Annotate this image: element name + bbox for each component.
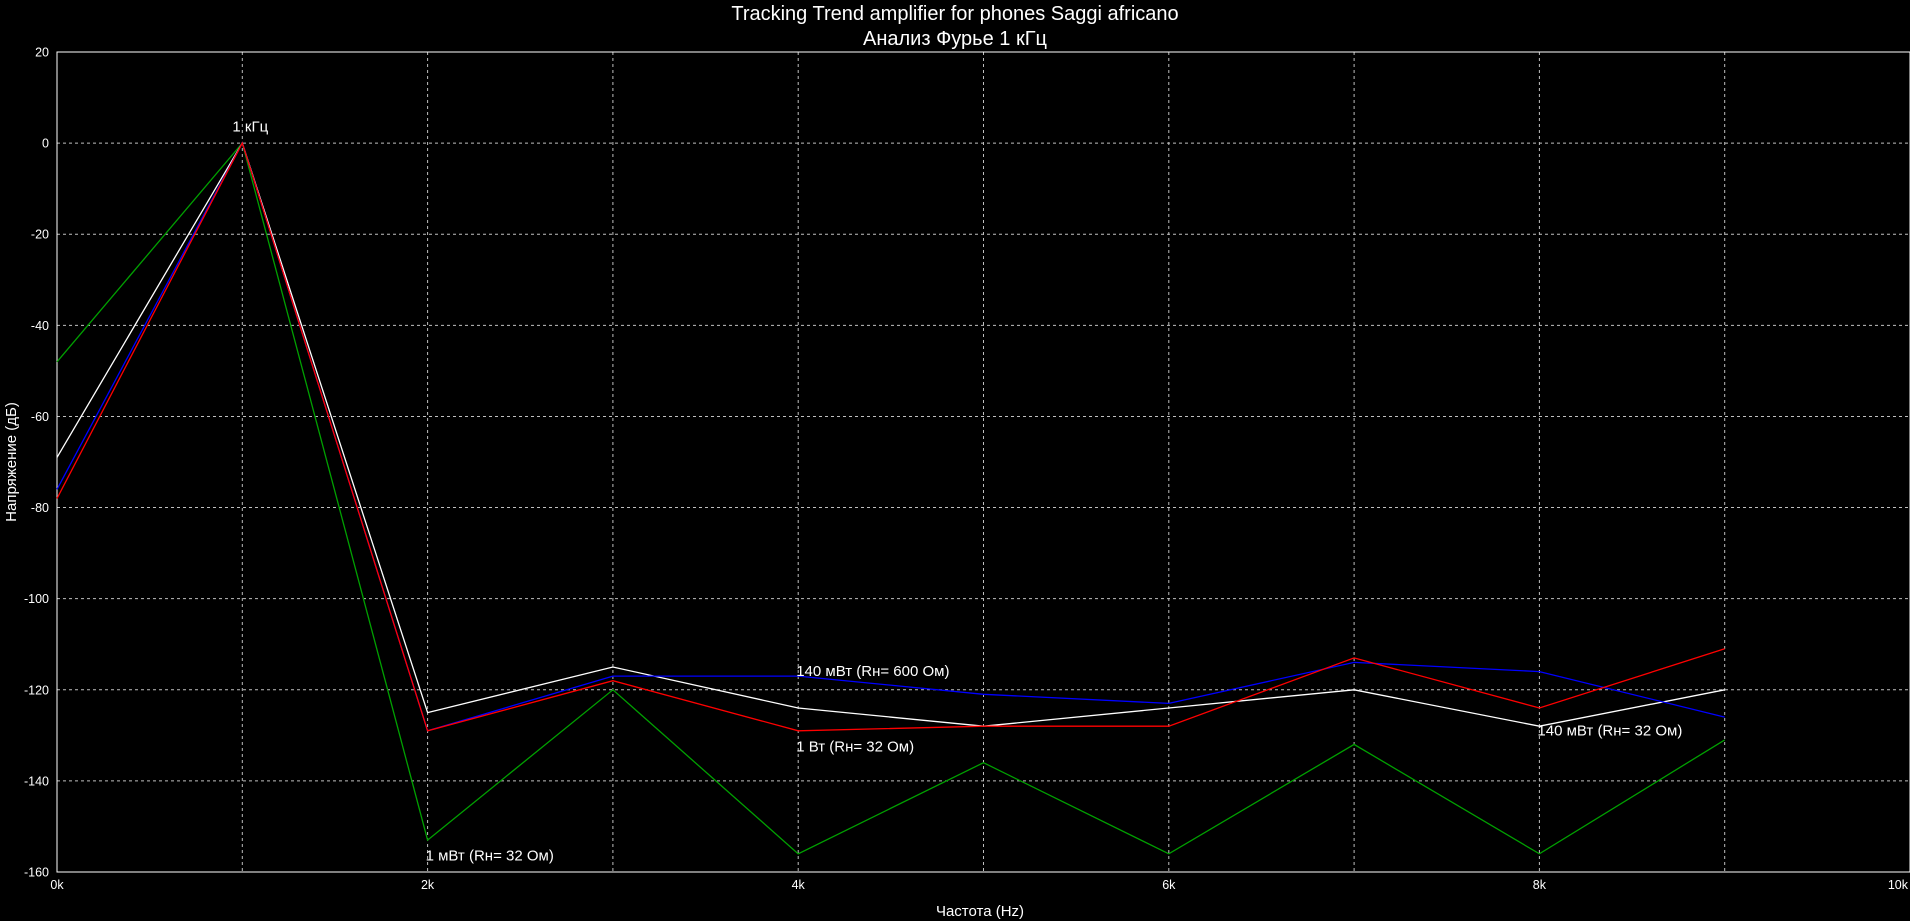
y-tick-label: 0	[42, 137, 49, 151]
y-tick-label: 20	[35, 46, 49, 60]
x-tick-label: 0k	[50, 878, 64, 892]
x-axis-label: Частота (Hz)	[936, 903, 1024, 920]
x-tick-label: 6k	[1162, 878, 1176, 892]
y-tick-label: -20	[31, 228, 49, 242]
y-tick-label: -140	[24, 774, 49, 788]
y-tick-label: -80	[31, 501, 49, 515]
x-tick-label: 10k	[1888, 878, 1909, 892]
series-line-2	[56, 141, 1725, 727]
y-tick-label: -120	[24, 683, 49, 697]
annotation-label: 140 мВт (Rн= 32 Ом)	[1537, 722, 1682, 739]
chart-subtitle: Анализ Фурье 1 кГц	[863, 28, 1047, 50]
plot-frame	[56, 51, 1910, 873]
grid-lines	[57, 52, 1910, 872]
annotation-label: 1 мВт (Rн= 32 Ом)	[426, 848, 554, 865]
series-line-4	[56, 141, 1725, 732]
y-axis-label: Напряжение (дБ)	[3, 402, 20, 522]
x-tick-label: 8k	[1533, 878, 1547, 892]
series-line-1	[56, 141, 1726, 855]
x-axis-ticks: 0k 2k 4k 6k 8k 10k	[50, 878, 1908, 892]
annotations: 1 кГц 140 мВт (Rн= 600 Ом) 1 Вт (Rн= 32 Ом…	[232, 119, 1682, 865]
annotation-label: 1 кГц	[232, 119, 268, 136]
x-tick-label: 2k	[421, 878, 435, 892]
annotation-label: 140 мВт (Rн= 600 Ом)	[796, 663, 949, 680]
x-tick-label: 4k	[792, 878, 806, 892]
annotation-label: 1 Вт (Rн= 32 Ом)	[796, 738, 914, 755]
y-tick-label: -160	[24, 866, 49, 880]
chart-title: Tracking Trend amplifier for phones Sagg…	[731, 3, 1178, 25]
series-lines	[56, 141, 1726, 855]
y-tick-label: -100	[24, 592, 49, 606]
y-tick-label: -60	[31, 410, 49, 424]
series-line-3	[56, 141, 1725, 732]
y-axis-ticks: 20 0 -20 -40 -60 -80 -100 -120 -140 -160	[24, 46, 49, 880]
y-tick-label: -40	[31, 319, 49, 333]
